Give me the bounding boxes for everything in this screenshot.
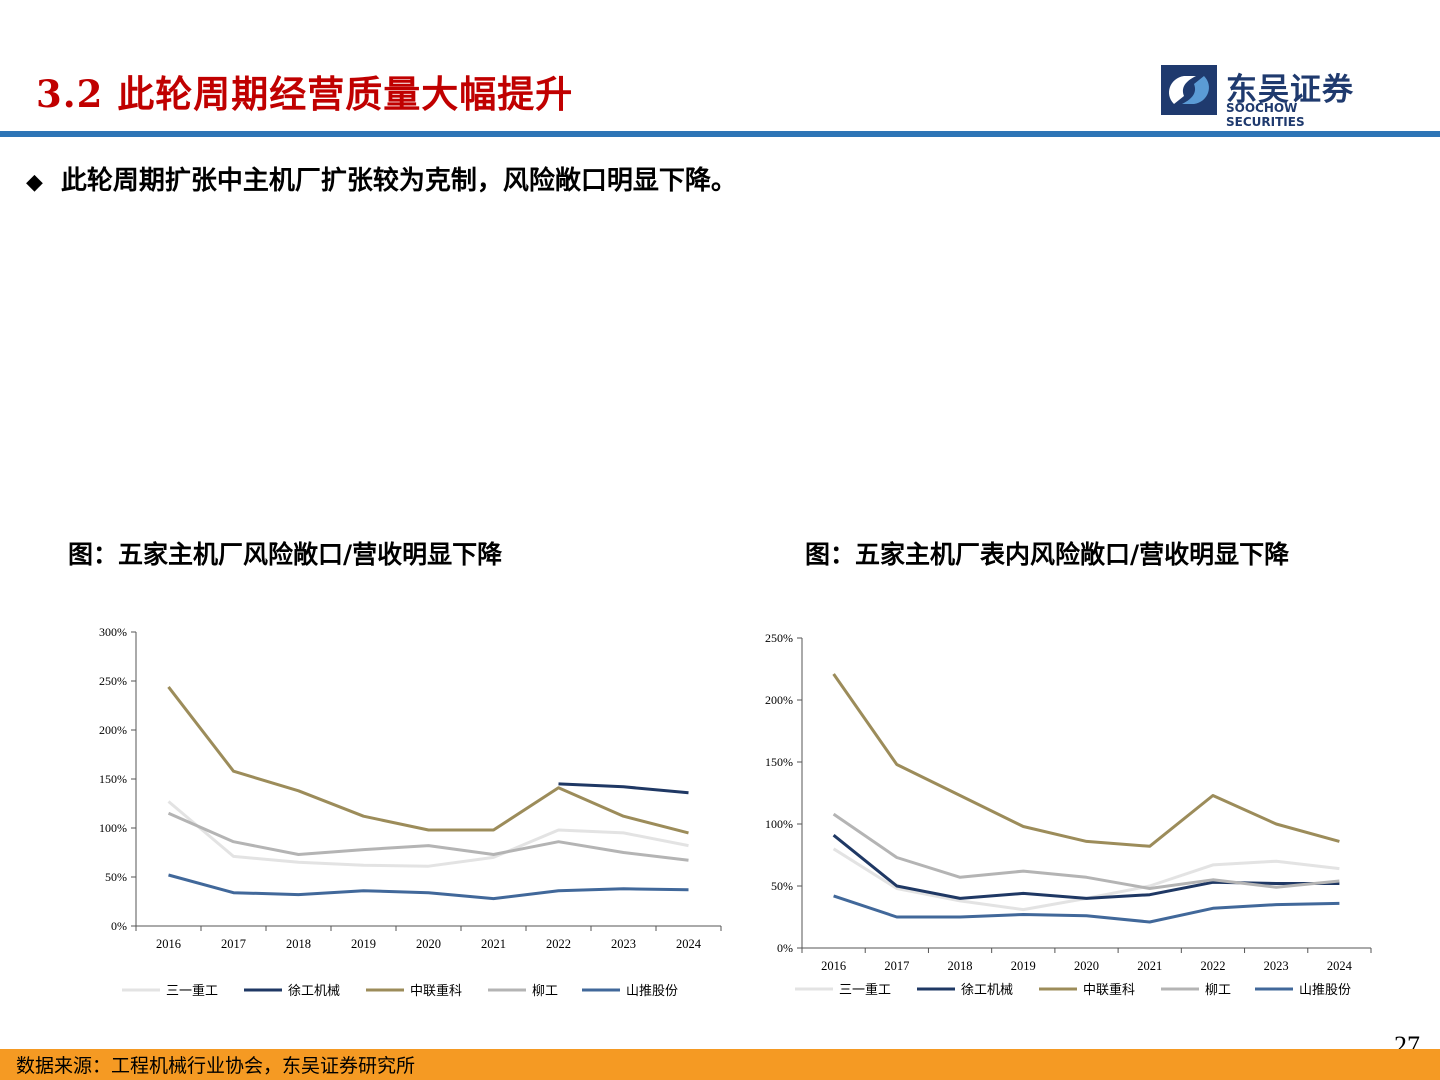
y-tick-label: 0% — [111, 919, 127, 933]
series-line-1 — [832, 847, 1340, 912]
y-tick-label: 50% — [105, 870, 127, 884]
x-tick-label: 2020 — [1074, 959, 1099, 973]
x-tick-label: 2022 — [546, 937, 571, 951]
legend-label: 柳工 — [1205, 982, 1231, 997]
y-tick-label: 200% — [99, 723, 127, 737]
chart-1-risk-exposure: 0% 50% 100% 150% 200% 250% 300% 2016 2017 2018 201… — [99, 625, 722, 998]
bullet-point: ◆ 此轮周期扩张中主机厂扩张较为克制，风险敞口明显下降。 — [26, 160, 737, 197]
x-tick-label: 2017 — [884, 959, 909, 973]
legend-label: 柳工 — [532, 983, 558, 998]
x-tick-label: 2020 — [416, 937, 441, 951]
x-tick-label: 2018 — [286, 937, 311, 951]
x-tick-label: 2021 — [481, 937, 506, 951]
legend-label: 三一重工 — [839, 982, 891, 997]
x-tick-label: 2017 — [221, 937, 246, 951]
legend-label: 中联重科 — [410, 983, 462, 998]
x-tick-label: 2022 — [1200, 959, 1225, 973]
x-tick-label: 2024 — [676, 937, 702, 951]
bullet-text: 此轮周期扩张中主机厂扩张较为克制，风险敞口明显下降。 — [60, 166, 737, 196]
y-tick-label: 250% — [99, 674, 127, 688]
x-tick-label: 2023 — [611, 937, 636, 951]
logo-mark-icon — [1161, 65, 1217, 115]
legend-label: 中联重科 — [1083, 982, 1135, 997]
logo-english-name: SOOCHOW SECURITIES — [1226, 101, 1305, 129]
x-tick-label: 2016 — [821, 959, 846, 973]
x-tick-label: 2024 — [1327, 959, 1353, 973]
series-line-5 — [833, 894, 1340, 924]
series-line-2 — [832, 834, 1340, 900]
y-tick-label: 250% — [765, 631, 793, 645]
header-divider — [0, 131, 1440, 137]
series-line-4 — [832, 812, 1340, 890]
y-tick-label: 100% — [765, 817, 793, 831]
y-tick-label: 150% — [765, 755, 793, 769]
series-line-4 — [167, 811, 689, 862]
chart-1-title: 图：五家主机厂风险敞口/营收明显下降 — [68, 540, 503, 569]
legend-label: 山推股份 — [626, 983, 678, 998]
footer-bar: 数据来源：工程机械行业协会，东吴证券研究所 — [0, 1049, 1440, 1080]
y-tick-label: 150% — [99, 772, 127, 786]
series-line-3 — [832, 673, 1340, 848]
series-line-3 — [167, 685, 689, 835]
series-line-2 — [558, 782, 689, 795]
legend-label: 山推股份 — [1299, 982, 1351, 997]
x-tick-label: 2021 — [1137, 959, 1162, 973]
brand-logo: 东吴证券 SOOCHOW SECURITIES — [1160, 64, 1380, 129]
y-tick-label: 100% — [99, 821, 127, 835]
chart-2-onbalance-risk-exposure: 0% 50% 100% 150% 200% 250% 2016 2017 2018 2019 202… — [765, 631, 1372, 997]
series-line-1 — [167, 800, 689, 868]
page-title: 3.2 此轮周期经营质量大幅提升 — [36, 72, 574, 116]
y-tick-label: 50% — [771, 879, 793, 893]
logo-chinese-name: 东吴证券 — [1226, 72, 1354, 108]
y-tick-label: 300% — [99, 625, 127, 639]
source-note: 数据来源：工程机械行业协会，东吴证券研究所 — [16, 1055, 416, 1077]
x-tick-label: 2016 — [156, 937, 181, 951]
legend-label: 徐工机械 — [288, 983, 340, 998]
legend-label: 三一重工 — [166, 983, 218, 998]
x-tick-label: 2019 — [351, 937, 376, 951]
series-line-5 — [168, 873, 689, 901]
diamond-bullet-icon: ◆ — [26, 169, 43, 195]
y-tick-label: 0% — [777, 941, 793, 955]
x-tick-label: 2023 — [1264, 959, 1289, 973]
x-tick-label: 2018 — [948, 959, 973, 973]
x-tick-label: 2019 — [1011, 959, 1036, 973]
chart-2-title: 图：五家主机厂表内风险敞口/营收明显下降 — [805, 540, 1290, 569]
y-tick-label: 200% — [765, 693, 793, 707]
legend-label: 徐工机械 — [961, 982, 1013, 997]
